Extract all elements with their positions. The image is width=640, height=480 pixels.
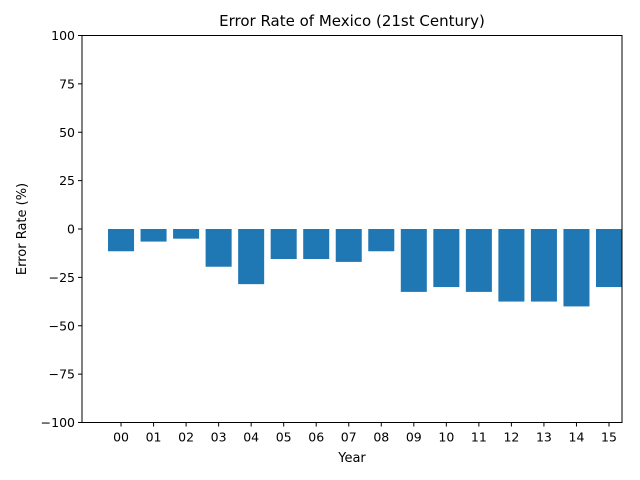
x-axis-label: Year [337, 451, 366, 466]
x-tick-label: 04 [243, 430, 259, 445]
x-tick-label: 15 [601, 430, 617, 445]
bar [563, 229, 590, 307]
x-tick-label: 03 [211, 430, 227, 445]
y-tick-label: −25 [49, 270, 75, 285]
bar [400, 229, 427, 292]
bar [368, 229, 395, 252]
y-tick-label: 100 [51, 28, 75, 43]
y-tick-label: 0 [67, 222, 75, 237]
bar [465, 229, 492, 292]
x-tick-label: 08 [373, 430, 389, 445]
x-tick-label: 14 [569, 430, 585, 445]
x-tick-label: 12 [503, 430, 519, 445]
y-tick-label: −75 [49, 367, 75, 382]
plot-area: −100 −75 −50 −25 0 25 50 75 100 00 01 02 03 04 05 06 07 0… [41, 28, 622, 445]
y-axis-label: Error Rate (%) [15, 183, 30, 275]
bar [140, 229, 167, 242]
bar [498, 229, 525, 302]
x-tick-label: 01 [146, 430, 162, 445]
bar [108, 229, 135, 252]
y-tick-label: 50 [59, 125, 75, 140]
y-tick-label: 25 [59, 173, 75, 188]
bar [433, 229, 460, 288]
y-tick-label: −50 [49, 318, 75, 333]
bar [205, 229, 232, 267]
bar [335, 229, 362, 262]
bar [238, 229, 265, 285]
x-tick-label: 00 [113, 430, 129, 445]
bar [595, 229, 622, 288]
x-tick-label: 10 [438, 430, 454, 445]
x-tick-label: 06 [308, 430, 324, 445]
bar [303, 229, 330, 259]
bar [530, 229, 557, 302]
chart-title: Error Rate of Mexico (21st Century) [219, 12, 485, 30]
x-tick-label: 02 [178, 430, 194, 445]
x-tick-label: 11 [471, 430, 487, 445]
x-tick-label: 05 [276, 430, 292, 445]
x-tick-label: 07 [341, 430, 357, 445]
axes-frame [81, 35, 623, 423]
x-tick-label: 09 [406, 430, 422, 445]
y-tick-label: −100 [41, 415, 75, 430]
bar [173, 229, 200, 239]
bar [270, 229, 297, 259]
y-tick-label: 75 [59, 76, 75, 91]
x-tick-label: 13 [536, 430, 552, 445]
